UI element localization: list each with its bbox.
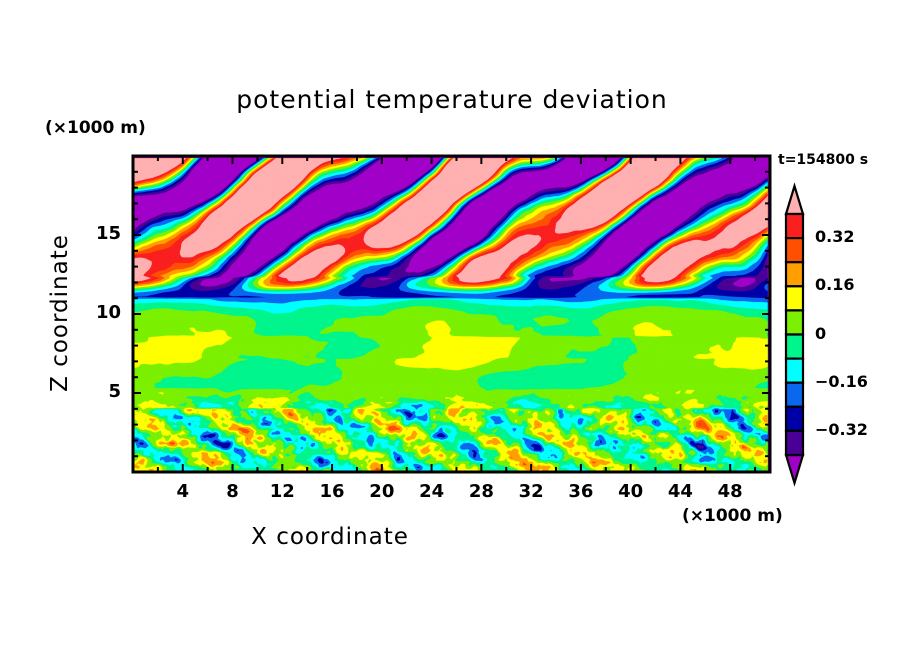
- colorbar-tick-label: 0.32: [815, 227, 854, 246]
- x-tick-label: 32: [511, 481, 551, 502]
- x-tick-label: 36: [561, 481, 601, 502]
- x-tick-label: 40: [611, 481, 651, 502]
- x-tick-label: 12: [262, 481, 302, 502]
- x-tick-label: 8: [213, 481, 253, 502]
- colorbar-under-cap: [786, 455, 803, 483]
- page-title: potential temperature deviation: [0, 85, 904, 114]
- colorbar-tick-label: 0.16: [815, 275, 854, 294]
- y-tick-label: 15: [81, 223, 121, 244]
- x-axis-label: X coordinate: [0, 524, 660, 550]
- y-tick-label: 10: [81, 302, 121, 323]
- x-tick-label: 16: [312, 481, 352, 502]
- time-annotation: t=154800 s: [778, 152, 868, 168]
- colorbar-tick-label: −0.16: [815, 372, 868, 391]
- colorbar-band: [786, 310, 803, 334]
- x-tick-label: 4: [163, 481, 203, 502]
- colorbar-band: [786, 335, 803, 359]
- x-tick-label: 48: [710, 481, 750, 502]
- colorbar-over-cap: [786, 186, 803, 214]
- x-tick-label: 24: [412, 481, 452, 502]
- x-axis-units-label: (×1000 m): [682, 506, 783, 526]
- colorbar-band: [786, 238, 803, 262]
- colorbar-band: [786, 262, 803, 286]
- colorbar-band: [786, 286, 803, 310]
- colorbar-tick-label: 0: [815, 324, 826, 343]
- y-tick-label: 5: [81, 381, 121, 402]
- x-tick-label: 28: [461, 481, 501, 502]
- colorbar: [786, 186, 803, 483]
- colorbar-tick-label: −0.32: [815, 420, 868, 439]
- y-axis-label: Z coordinate: [47, 193, 73, 433]
- colorbar-band: [786, 407, 803, 431]
- colorbar-band: [786, 359, 803, 383]
- colorbar-band: [786, 383, 803, 407]
- contour-field: [133, 156, 770, 472]
- colorbar-band: [786, 431, 803, 455]
- colorbar-band: [786, 214, 803, 238]
- x-tick-label: 44: [660, 481, 700, 502]
- z-axis-units-label: (×1000 m): [45, 118, 146, 138]
- x-tick-label: 20: [362, 481, 402, 502]
